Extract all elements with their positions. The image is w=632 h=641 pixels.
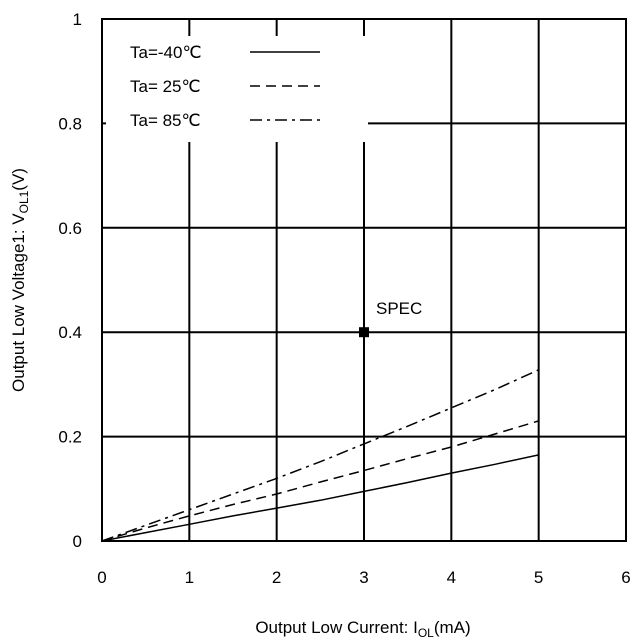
legend-label-2: Ta= 25℃ xyxy=(130,77,201,96)
legend-label-3: Ta= 85℃ xyxy=(130,111,201,130)
legend-label-1: Ta=-40℃ xyxy=(130,43,202,62)
x-tick-label: 2 xyxy=(272,568,281,587)
spec-marker xyxy=(359,327,369,338)
y-axis-label: Output Low Voltage1: VOL1(V) xyxy=(9,168,31,392)
y-tick-label: 0 xyxy=(73,532,82,551)
y-axis-label-sub: OL1 xyxy=(17,190,31,213)
spec-label: SPEC xyxy=(376,299,422,318)
x-tick-label: 3 xyxy=(359,568,368,587)
x-tick-label: 4 xyxy=(447,568,456,587)
tick-labels: 0 1 2 3 4 5 6 0 0.2 0.4 0.6 0.8 1 xyxy=(58,10,630,587)
y-axis-label-main: Output Low Voltage1: V xyxy=(9,213,28,392)
x-tick-label: 0 xyxy=(97,568,106,587)
x-axis-label-main: Output Low Current: I xyxy=(255,618,418,637)
y-tick-label: 0.6 xyxy=(58,219,82,238)
x-tick-label: 6 xyxy=(621,568,630,587)
x-axis-label-sub: OL xyxy=(418,626,434,640)
y-tick-label: 0.2 xyxy=(58,428,82,447)
legend-background xyxy=(106,36,368,142)
y-tick-label: 1 xyxy=(73,10,82,29)
series-line-2 xyxy=(101,420,539,542)
x-axis-label-unit: (mA) xyxy=(434,618,471,637)
series-group xyxy=(101,369,540,542)
x-tick-label: 5 xyxy=(534,568,543,587)
plot-frame xyxy=(101,18,627,542)
annotations: SPEC xyxy=(359,299,422,338)
y-tick-label: 0.4 xyxy=(58,323,82,342)
series-line-3 xyxy=(101,369,540,542)
y-tick-label: 0.8 xyxy=(58,114,82,133)
x-axis-label: Output Low Current: IOL(mA) xyxy=(255,618,470,640)
y-axis-label-unit: (V) xyxy=(9,168,28,191)
x-tick-label: 1 xyxy=(185,568,194,587)
series-line-1 xyxy=(101,454,539,542)
legend: Ta=-40℃ Ta= 25℃ Ta= 85℃ xyxy=(106,36,368,142)
